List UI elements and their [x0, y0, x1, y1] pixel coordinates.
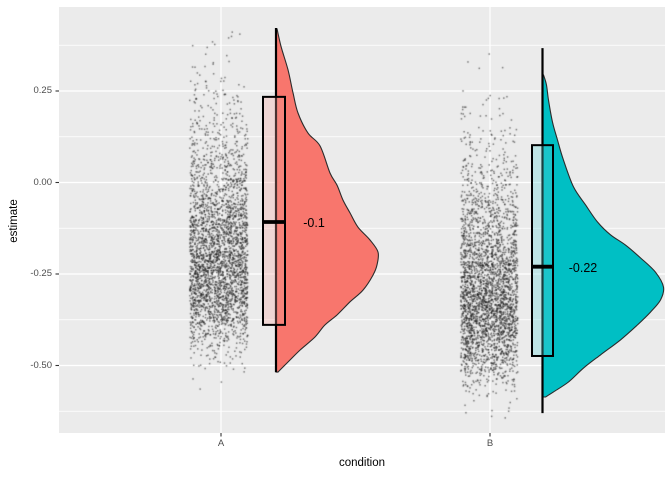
y-tick-label-0.25: 0.25 — [33, 85, 53, 96]
box-fill-overlay-b — [532, 145, 553, 356]
x-axis-title: condition — [338, 457, 386, 469]
y-tick-label--0.25: -0.25 — [30, 268, 52, 279]
box-border-b — [531, 144, 554, 357]
half-violin-b — [541, 74, 665, 398]
half-violin-a — [275, 28, 380, 373]
box-fill-a — [263, 96, 285, 325]
y-tick-label--0.50: -0.50 — [30, 359, 52, 371]
box-border-a — [262, 95, 286, 326]
median-value-label-a: -0.1 — [303, 216, 325, 230]
x-tick-label-condition-a: A — [217, 438, 225, 449]
y-axis-title: estimate — [8, 199, 20, 243]
y-tick-label-0.00: 0.00 — [33, 176, 53, 188]
box-fill-overlay-a — [263, 96, 285, 325]
box-fill-b — [532, 145, 553, 356]
x-tick-label-condition-b: B — [486, 438, 494, 449]
median-value-label-b: -0.22 — [568, 261, 598, 275]
